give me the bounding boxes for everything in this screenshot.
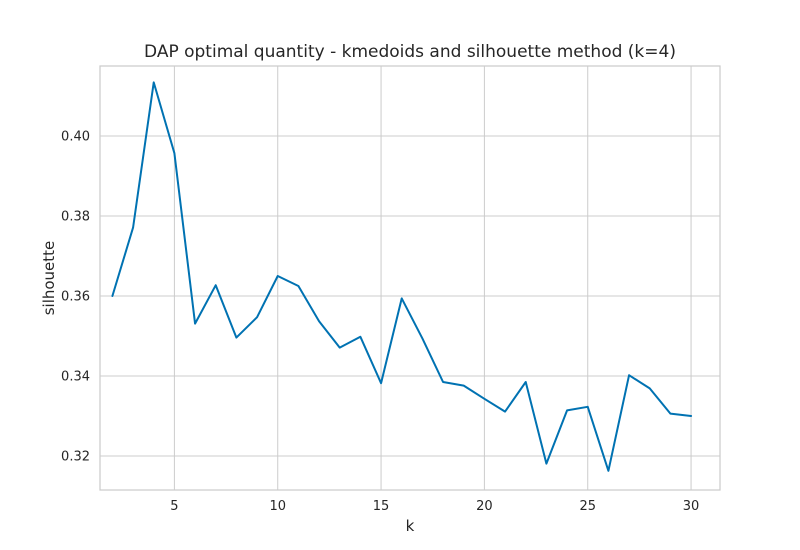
x-tick-label: 30 [683, 499, 700, 514]
x-tick-label: 25 [579, 499, 596, 514]
x-tick-label: 10 [269, 499, 286, 514]
series-line [111, 81, 693, 472]
y-tick-label: 0.36 [61, 290, 90, 305]
y-tick-label: 0.34 [61, 370, 90, 385]
y-tick-label: 0.40 [61, 130, 90, 145]
plot-area-frame [99, 65, 721, 491]
chart-title: DAP optimal quantity - kmedoids and silh… [144, 42, 676, 62]
x-axis-label: k [406, 517, 415, 535]
grid [100, 66, 720, 490]
y-axis-ticks: 0.32 0.34 0.36 0.38 0.40 [61, 130, 90, 465]
y-tick-label: 0.38 [61, 210, 90, 225]
x-axis-ticks: 5 10 15 20 25 30 [170, 499, 699, 514]
series-layer [111, 81, 693, 472]
y-tick-label: 0.32 [61, 450, 90, 465]
x-tick-label: 15 [373, 499, 390, 514]
x-tick-label: 20 [476, 499, 493, 514]
y-axis-label: silhouette [40, 241, 58, 316]
x-tick-label: 5 [170, 499, 178, 514]
